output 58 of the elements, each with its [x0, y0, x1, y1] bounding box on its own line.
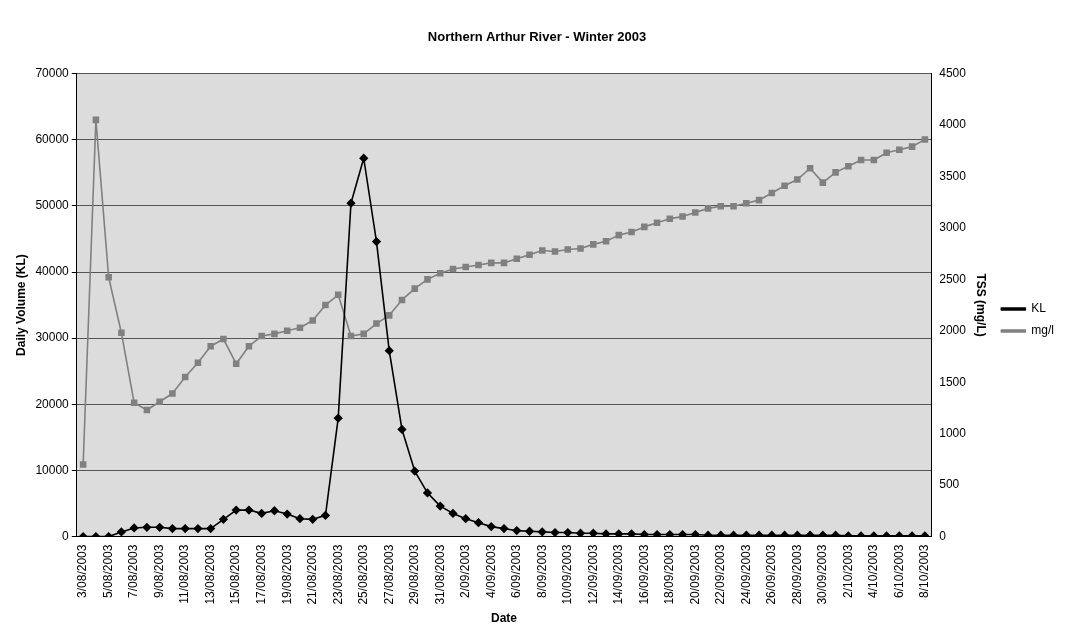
y-axis-title: Daily Volume (KL) [13, 254, 28, 356]
x-tick-label: 13/08/2003 [202, 544, 217, 605]
x-tick-label: 9/08/2003 [151, 544, 166, 598]
x-tick-label: 24/09/2003 [738, 544, 753, 605]
x-tick-label: 26/09/2003 [764, 544, 779, 605]
x-tick-label: 12/09/2003 [585, 544, 600, 605]
y2-tick-label: 3500 [939, 168, 967, 183]
chart-title: Northern Arthur River - Winter 2003 [427, 29, 647, 45]
legend-label: mg/l [1031, 323, 1054, 338]
x-tick-label: 23/08/2003 [330, 544, 345, 605]
x-tick-label: 8/09/2003 [534, 544, 549, 598]
x-tick-label: 18/09/2003 [662, 544, 677, 605]
y2-tick-label: 0 [939, 528, 947, 543]
y2-tick-label: 2000 [939, 323, 967, 338]
x-tick-label: 4/09/2003 [483, 544, 498, 598]
x-tick-label: 5/08/2003 [100, 544, 115, 598]
y2-tick-label: 1000 [939, 425, 967, 440]
x-tick-label: 8/10/2003 [917, 544, 932, 598]
x-tick-label: 25/08/2003 [356, 544, 371, 605]
x-tick-label: 20/09/2003 [687, 544, 702, 605]
x-tick-label: 15/08/2003 [228, 544, 243, 605]
x-tick-label: 14/09/2003 [611, 544, 626, 605]
y2-tick-label: 3000 [939, 220, 967, 235]
y-tick-label: 30000 [35, 330, 70, 345]
y-tick-label: 40000 [35, 264, 70, 279]
y2-tick-label: 4500 [939, 65, 967, 80]
x-tick-label: 19/08/2003 [279, 544, 294, 605]
x-tick-label: 28/09/2003 [789, 544, 804, 605]
y2-tick-label: 500 [939, 477, 960, 492]
legend-label: KL [1031, 301, 1047, 316]
x-tick-label: 22/09/2003 [713, 544, 728, 605]
x-tick-label: 3/08/2003 [75, 544, 90, 598]
y2-axis-title: TSS (mg/L) [973, 273, 988, 337]
x-tick-label: 4/10/2003 [866, 544, 881, 598]
y-tick-label: 50000 [35, 198, 70, 213]
x-tick-label: 2/10/2003 [840, 544, 855, 598]
x-axis-title: Date [490, 611, 518, 626]
x-tick-label: 29/08/2003 [407, 544, 422, 605]
x-tick-label: 2/09/2003 [458, 544, 473, 598]
x-tick-label: 11/08/2003 [177, 544, 192, 604]
x-tick-label: 6/09/2003 [509, 544, 524, 598]
y-tick-label: 10000 [35, 462, 70, 477]
y2-tick-label: 1500 [939, 374, 967, 389]
y2-tick-label: 2500 [939, 271, 967, 286]
x-tick-label: 31/08/2003 [432, 544, 447, 605]
x-tick-label: 30/09/2003 [815, 544, 830, 605]
y-tick-label: 60000 [35, 132, 70, 147]
x-tick-label: 10/09/2003 [560, 544, 575, 605]
x-tick-label: 7/08/2003 [126, 544, 141, 598]
y-tick-label: 70000 [35, 65, 70, 80]
y-tick-label: 20000 [35, 396, 70, 411]
x-tick-label: 21/08/2003 [305, 544, 320, 605]
x-tick-label: 27/08/2003 [381, 544, 396, 605]
x-tick-label: 16/09/2003 [636, 544, 651, 605]
x-tick-label: 17/08/2003 [254, 544, 268, 605]
y2-tick-label: 4000 [939, 117, 967, 132]
x-tick-label: 6/10/2003 [891, 544, 906, 598]
y-tick-label: 0 [62, 528, 70, 543]
